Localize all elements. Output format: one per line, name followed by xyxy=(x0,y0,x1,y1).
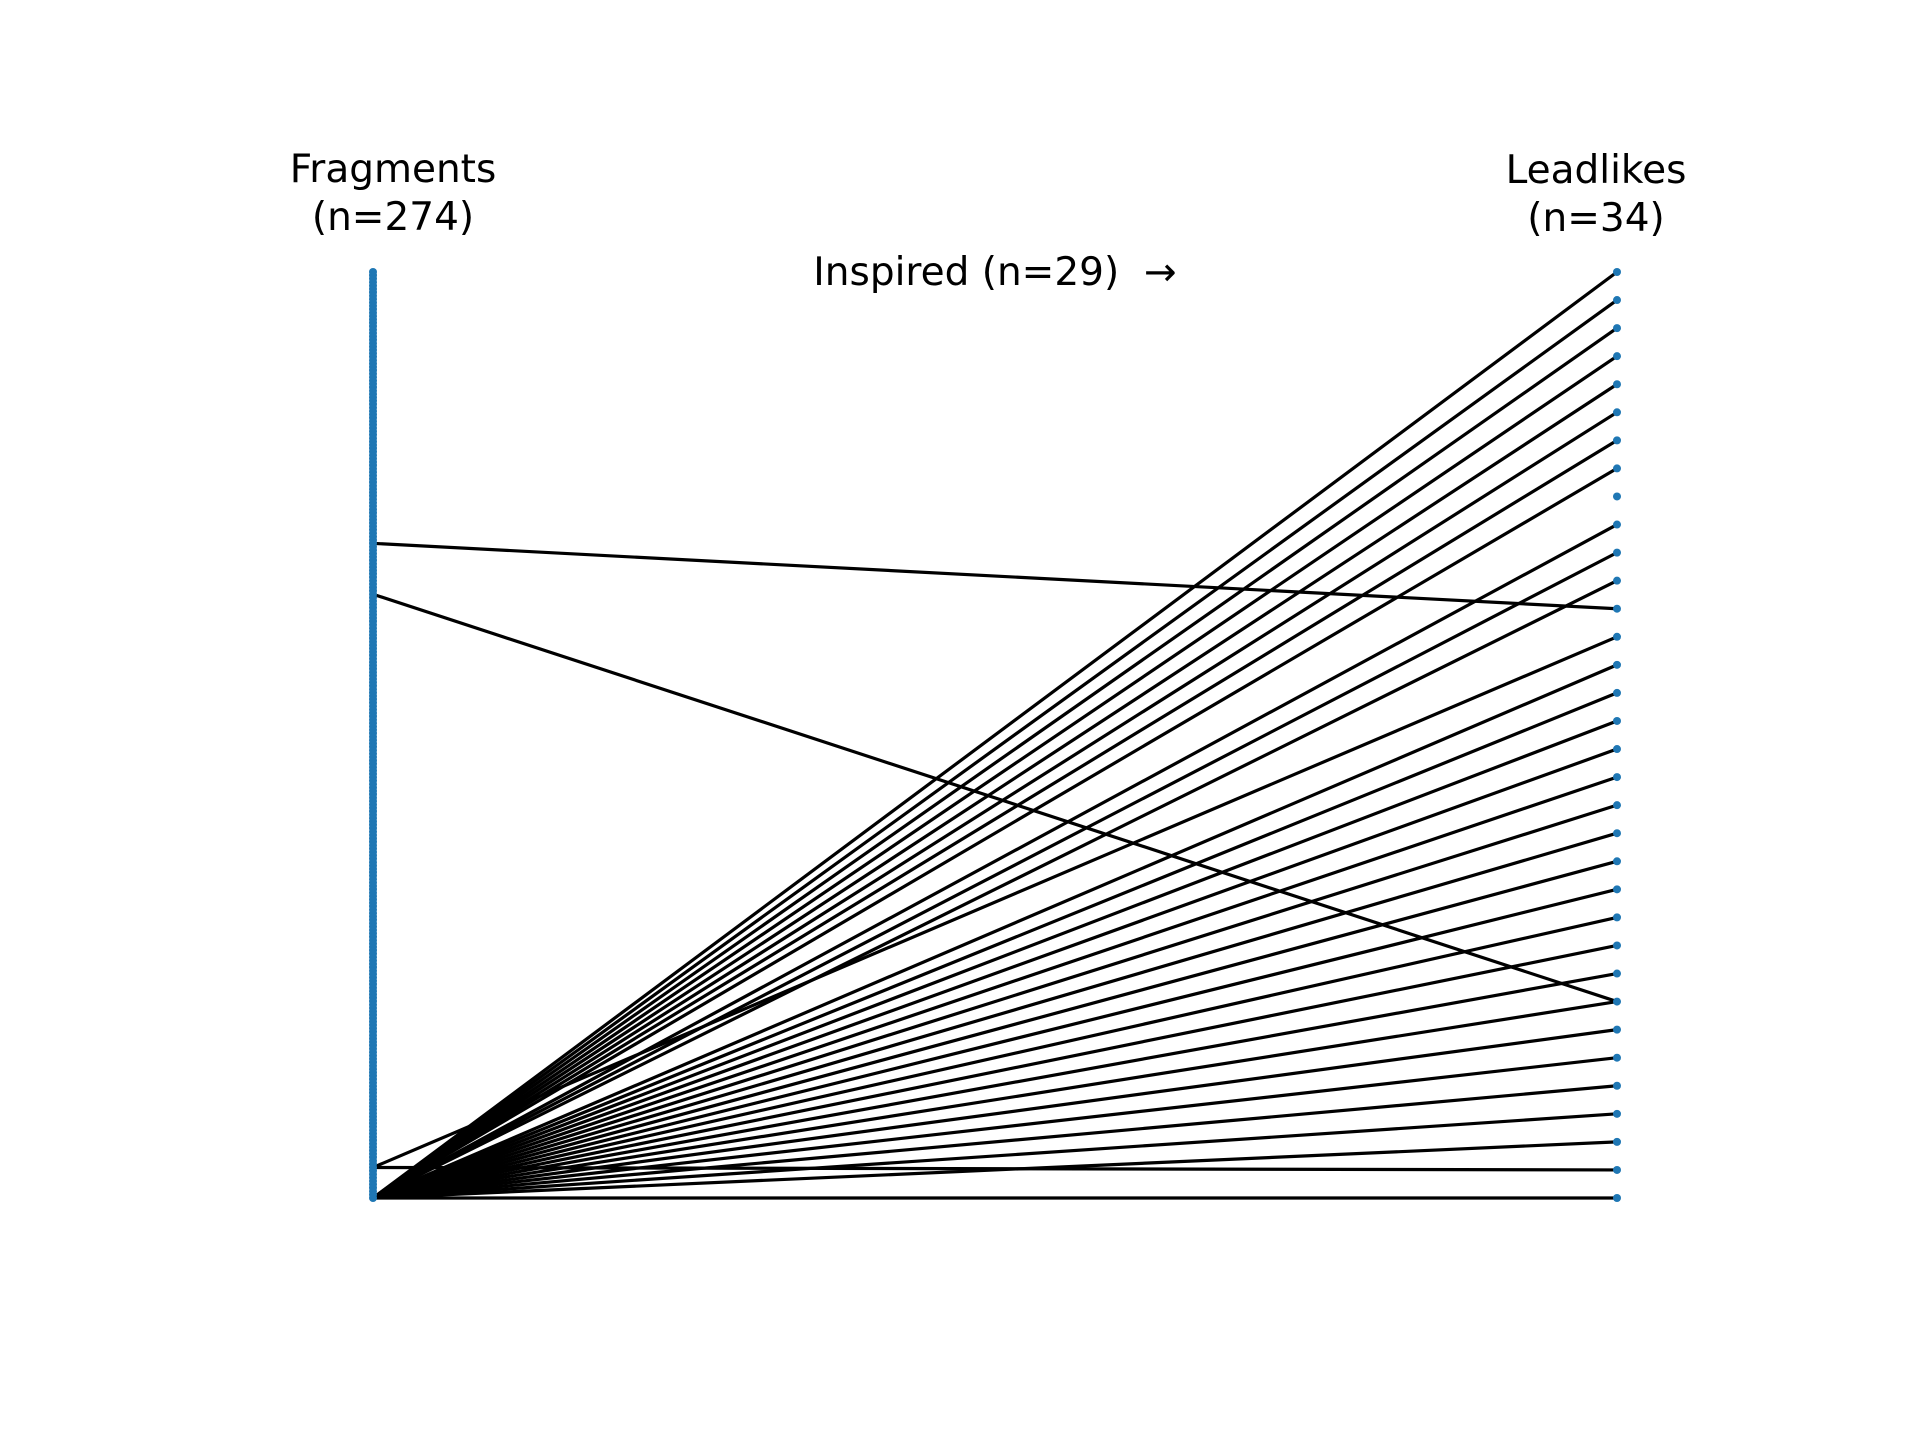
link-line xyxy=(372,663,1618,1200)
link-line xyxy=(372,541,1618,611)
leadlike-point xyxy=(1613,408,1621,417)
left-axis-label-line1: Fragments xyxy=(290,147,497,192)
link-line xyxy=(372,551,1618,1200)
leadlike-point xyxy=(1613,520,1621,529)
link-line xyxy=(372,971,1618,1200)
leadlike-point xyxy=(1613,324,1621,333)
link-line xyxy=(372,467,1618,1200)
right-axis xyxy=(1613,268,1621,1202)
leadlike-point xyxy=(1613,941,1621,950)
leadlike-point xyxy=(1613,829,1621,838)
leadlike-point xyxy=(1613,1081,1621,1090)
leadlike-point xyxy=(1613,492,1621,501)
leadlike-point xyxy=(1613,745,1621,754)
link-line xyxy=(372,592,1618,1004)
link-line xyxy=(372,747,1618,1200)
leadlike-point xyxy=(1613,969,1621,978)
left-axis xyxy=(369,268,377,1202)
link-line xyxy=(372,354,1618,1200)
leadlike-point xyxy=(1613,352,1621,361)
link-line xyxy=(372,298,1618,1200)
left-axis-label-line2: (n=274) xyxy=(312,195,474,240)
link-line xyxy=(372,1028,1618,1200)
right-axis-label-line1: Leadlikes xyxy=(1506,148,1687,193)
link-line xyxy=(372,719,1618,1200)
leadlike-point xyxy=(1613,436,1621,445)
link-line xyxy=(372,915,1618,1200)
link-line xyxy=(372,1056,1618,1200)
link-line xyxy=(372,635,1618,1169)
link-line xyxy=(372,438,1618,1200)
leadlike-point xyxy=(1613,1025,1621,1034)
leadlike-point xyxy=(1613,688,1621,697)
right-axis-label-line2: (n=34) xyxy=(1527,196,1664,241)
link-line xyxy=(372,859,1618,1200)
leadlike-point xyxy=(1613,1109,1621,1118)
leadlike-point xyxy=(1613,1165,1621,1174)
link-line xyxy=(372,1112,1618,1200)
leadlike-point xyxy=(1613,268,1621,276)
leadlike-point xyxy=(1613,913,1621,922)
leadlike-point xyxy=(1613,632,1621,641)
leadlike-point xyxy=(1613,801,1621,810)
leadlike-point xyxy=(1613,464,1621,473)
leadlike-point xyxy=(1613,716,1621,725)
leadlike-point xyxy=(1613,773,1621,782)
link-line xyxy=(372,831,1618,1200)
link-line xyxy=(372,999,1618,1200)
link-line xyxy=(372,326,1618,1200)
leadlike-point xyxy=(1613,576,1621,585)
leadlike-point xyxy=(1613,885,1621,894)
leadlike-point xyxy=(1613,604,1621,613)
link-line xyxy=(372,410,1618,1200)
link-line xyxy=(372,887,1618,1200)
leadlike-point xyxy=(1613,997,1621,1006)
link-line xyxy=(372,1084,1618,1200)
link-line xyxy=(372,382,1618,1200)
leadlike-point xyxy=(1613,1053,1621,1062)
link-line xyxy=(372,579,1618,1200)
inspired-annotation: Inspired (n=29) → xyxy=(813,250,1176,295)
link-line xyxy=(372,803,1618,1200)
link-line xyxy=(372,943,1618,1200)
link-line xyxy=(372,523,1618,1200)
leadlike-point xyxy=(1613,1137,1621,1146)
links-layer xyxy=(372,270,1618,1200)
link-line xyxy=(372,775,1618,1200)
leadlike-point xyxy=(1613,857,1621,866)
link-line xyxy=(372,270,1618,1200)
leadlike-point xyxy=(1613,296,1621,305)
leadlike-point xyxy=(1613,380,1621,389)
leadlike-point xyxy=(1613,1194,1621,1202)
leadlike-point xyxy=(1613,548,1621,557)
link-line xyxy=(372,691,1618,1200)
leadlike-point xyxy=(1613,660,1621,669)
link-line xyxy=(372,1165,1618,1172)
fragment-point xyxy=(369,268,377,276)
